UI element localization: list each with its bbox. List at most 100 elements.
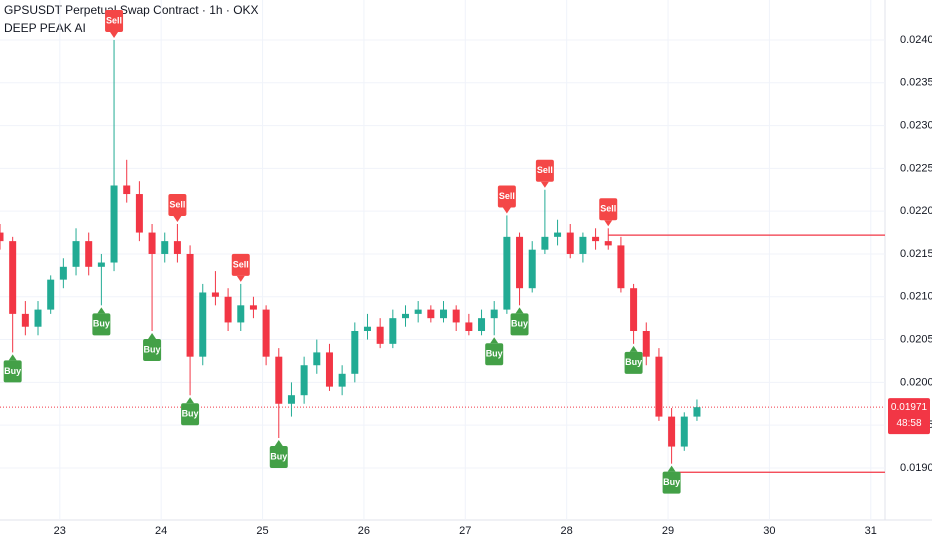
signal-pointer [173,216,182,223]
signal-label: Buy [486,349,503,359]
candle-body [579,236,587,254]
signal-pointer [274,439,283,446]
signal-label: Buy [625,357,642,367]
candle-body [237,305,245,323]
candle-body [9,241,17,314]
candle-body [478,318,486,332]
signal-box [3,360,22,383]
candle-body [376,326,384,344]
signal-label: Sell [106,15,122,25]
candle-body [135,194,143,233]
signal-label: Buy [663,477,680,487]
signal-pointer [502,207,511,214]
x-tick-label: 28 [561,525,573,537]
signal-pointer [515,307,524,314]
signal-label: Sell [537,165,553,175]
signal-box [231,253,250,276]
candle-body [401,313,409,319]
signal-pointer [110,31,119,38]
signal-box [599,198,618,221]
candle-body [655,356,663,417]
candle-body [161,241,169,254]
x-tick-label: 31 [865,525,877,537]
chart-title: GPSUSDT Perpetual Swap Contract · 1h · O… [4,3,259,17]
candle-body [351,331,359,374]
indicator-name: DEEP PEAK AI [4,21,86,35]
candle-body [21,313,29,327]
signal-box [497,185,516,208]
signal-label: Buy [511,319,528,329]
candle-body [363,326,371,332]
candle-body [490,309,498,319]
signal-pointer [629,345,638,352]
candle-body [465,322,473,332]
candle-body [630,288,638,332]
candle-body [642,331,650,357]
candle-body [97,262,105,267]
price-badge-value: 0.01971 [891,402,928,413]
signal-box [510,313,529,336]
candle-body [693,407,701,417]
candle-body [516,236,524,289]
candle-body [72,241,80,267]
signal-box [92,313,111,336]
x-tick-label: 23 [54,525,66,537]
signal-pointer [8,354,17,361]
candle-body [249,305,257,310]
price-badge-countdown: 48:58 [896,418,921,429]
signal-pointer [97,307,106,314]
signal-label: Sell [233,259,249,269]
candle-body [414,309,422,314]
x-tick-label: 25 [256,525,268,537]
signal-box [624,351,643,374]
signal-box [181,403,200,426]
candle-body [199,292,207,357]
signal-box [485,343,504,366]
signal-label: Buy [4,366,21,376]
signal-pointer [236,275,245,282]
candle-body [389,318,397,344]
x-tick-label: 24 [155,525,167,537]
x-tick-label: 26 [358,525,370,537]
candle-body [592,236,600,242]
candle-body [617,245,625,289]
candle-body [34,309,42,327]
candle-body [59,266,67,280]
candle-body [680,416,688,447]
x-tick-label: 29 [662,525,674,537]
candle-body [668,416,676,447]
x-tick-label: 27 [459,525,471,537]
candle-body [173,241,181,254]
signal-label: Buy [93,319,110,329]
candle-body [262,309,270,357]
candle-body [503,236,511,310]
x-tick-label: 30 [763,525,775,537]
y-tick-label: 0.02400 [900,34,932,46]
signal-label: Sell [169,199,185,209]
signal-pointer [604,220,613,227]
candle-body [554,232,562,237]
signal-pointer [186,397,195,404]
candle-body [604,241,612,246]
signal-label: Sell [499,191,515,201]
candle-body [452,309,460,323]
candle-body [224,296,232,323]
candle-body [528,249,536,289]
signal-box [535,159,554,182]
signal-pointer [540,181,549,188]
signal-label: Sell [600,204,616,214]
candle-body [85,241,93,267]
signal-box [269,445,288,468]
candle-body [338,373,346,387]
signal-pointer [490,337,499,344]
candle-body [313,352,321,366]
candle-body [325,352,333,387]
candle-body [186,253,194,357]
